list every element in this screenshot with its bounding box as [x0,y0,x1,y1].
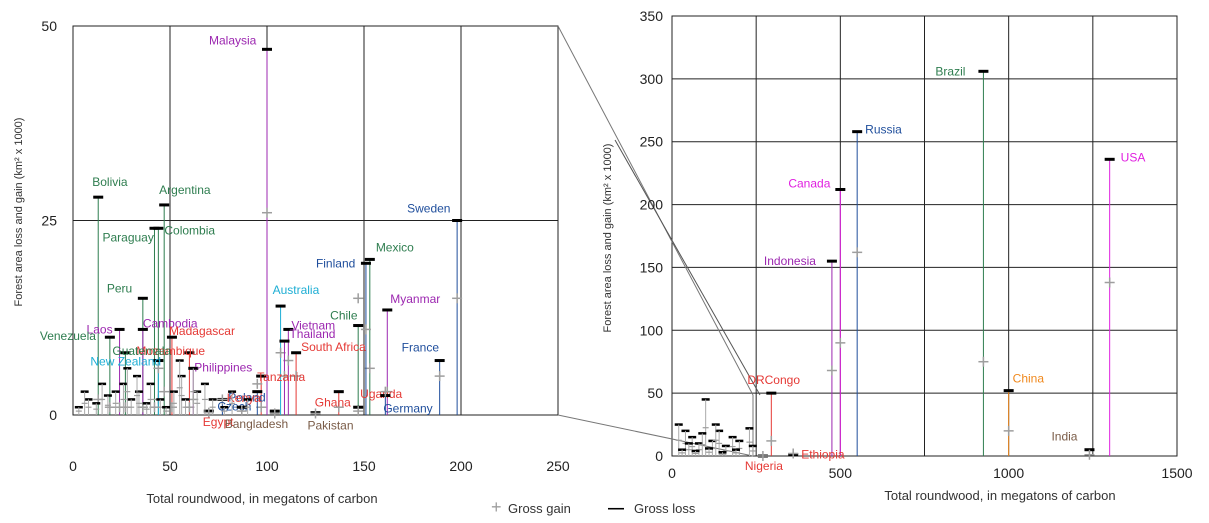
right-x-axis-label: Total roundwood, in megatons of carbon [884,488,1115,503]
left-data-label-venezuela: Venezuela [40,329,96,343]
right-y-axis-label: Forest area loss and gain (km² x 1000) [602,144,614,333]
right-data-label-usa: USA [1121,150,1146,164]
left-data-label-bolivia: Bolivia [92,175,128,189]
left-data-label-laos: Laos [87,322,113,336]
right-data-label-indonesia: Indonesia [764,254,816,268]
left-data-label-south-africa: South Africa [301,340,366,354]
left-data-label-bangladesh: Bangladesh [225,417,288,431]
left-data-label-malaysia: Malaysia [209,33,257,47]
left-x-tick-label: 150 [352,458,376,474]
left-x-tick-label: 50 [162,458,178,474]
left-x-tick-label: 100 [255,458,279,474]
left-y-tick-label: 50 [41,18,57,34]
left-data-label-peru: Peru [107,281,132,295]
left-y-tick-label: 0 [49,407,57,423]
left-data-label-thailand: Thailand [289,327,335,341]
left-data-label-finland: Finland [316,256,355,270]
left-data-label-philippines: Philippines [194,360,252,374]
left-data-label-tanzania: Tanzania [257,370,305,384]
right-x-tick-label: 500 [829,465,853,481]
left-x-axis-label: Total roundwood, in megatons of carbon [146,491,377,506]
left-data-label-guatemala: Guatemala [112,344,171,358]
left-x-tick-label: 250 [546,458,570,474]
left-data-label-france: France [402,341,440,355]
right-data-label-russia: Russia [865,123,902,137]
left-data-label-madagascar: Madagascar [169,324,235,338]
left-data-label-mexico: Mexico [376,240,414,254]
right-y-tick-label: 150 [640,259,664,275]
legend-gain-symbol: + [491,497,502,517]
left-data-label-egypt: Egypt [203,415,234,429]
right-data-label-drcongo: DRCongo [747,373,800,387]
left-data-label-myanmar: Myanmar [390,292,440,306]
left-y-tick-label: 25 [41,213,57,229]
left-x-tick-label: 200 [449,458,473,474]
left-data-label-ghana: Ghana [315,396,351,410]
left-data-label-argentina: Argentina [159,183,211,197]
left-data-label-cambodia: Cambodia [143,316,198,330]
right-tick-labels: 0 500 1000 1500 0 50 100 150 200 250 300 350 [640,8,1193,481]
left-data-label-czech: Czech [217,399,251,413]
right-data-label-canada: Canada [788,176,830,190]
right-x-tick-label: 1000 [993,465,1024,481]
right-data-label-brazil: Brazil [935,64,965,78]
right-y-tick-label: 250 [640,134,664,150]
right-data-label-ethiopia: Ethiopia [801,448,845,462]
legend-loss-label: Gross loss [634,501,696,516]
left-data-label-paraguay: Paraguay [102,230,153,244]
right-y-tick-label: 0 [655,448,663,464]
legend: + Gross gain — Gross loss [491,497,696,517]
right-plot-marks: Brazil Russia USA Canada Indonesia DRCongo Chi… [674,64,1146,473]
right-y-tick-label: 50 [647,385,663,401]
right-data-label-china: China [1013,372,1045,386]
left-data-label-pakistan: Pakistan [308,419,354,433]
left-data-label-germany: Germany [383,402,432,416]
right-y-tick-label: 200 [640,197,664,213]
right-plot-grid [671,15,1178,457]
left-data-label-new-zealand: New Zealand [90,355,161,369]
right-y-tick-label: 350 [640,8,664,24]
right-data-label-india: India [1051,430,1077,444]
left-x-tick-label: 0 [69,458,77,474]
left-data-label-vietnam: Vietnam [291,318,335,332]
legend-gain-label: Gross gain [508,501,571,516]
left-data-label-chile: Chile [330,309,358,323]
legend-loss-symbol: — [608,500,624,517]
zoom-connector-lines [557,25,761,457]
left-data-label-sweden: Sweden [407,202,450,216]
right-data-label-nigeria: Nigeria [745,459,783,473]
left-y-axis-label: Forest area loss and gain (km² x 1000) [13,118,25,307]
left-data-label-australia: Australia [273,283,320,297]
right-y-tick-label: 100 [640,322,664,338]
right-x-tick-label: 0 [668,465,676,481]
left-tick-labels: 0 50 100 150 200 250 0 25 50 [41,18,569,474]
left-data-label-poland: Poland [228,391,265,405]
left-data-label-colombia: Colombia [164,223,215,237]
left-data-label-mozambique: Mozambique [136,344,205,358]
right-x-tick-label: 1500 [1161,465,1192,481]
right-y-tick-label: 300 [640,71,664,87]
left-plot-marks: Malaysia Bolivia Argentina Paraguay Colombia… [40,33,463,433]
